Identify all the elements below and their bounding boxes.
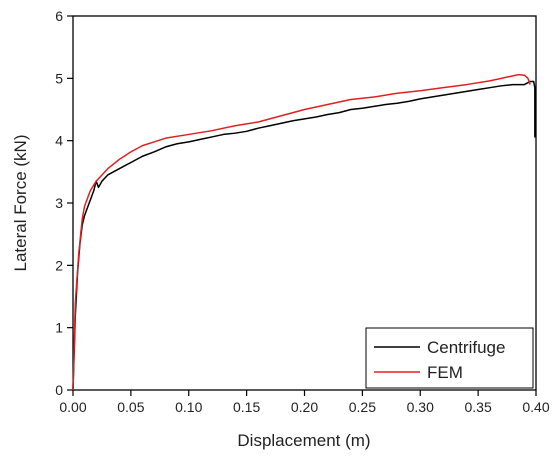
y-tick-label: 0	[55, 382, 63, 398]
x-tick-label: 0.20	[291, 399, 318, 415]
series-line-centrifuge	[72, 80, 536, 391]
y-tick-label: 1	[55, 320, 63, 336]
x-tick-label: 0.25	[349, 399, 376, 415]
series-line-fem	[72, 73, 531, 391]
x-axis: 0.00 0.05 0.10 0.15 0.20 0.25 0.30 0.35 0.40	[59, 390, 550, 415]
y-tick-label: 2	[55, 257, 63, 273]
x-axis-title: Displacement (m)	[237, 431, 370, 450]
legend-label-centrifuge: Centrifuge	[427, 338, 505, 357]
y-tick-label: 4	[55, 133, 63, 149]
x-tick-label: 0.30	[407, 399, 434, 415]
legend: Centrifuge FEM	[365, 327, 534, 389]
x-tick-label: 0.35	[465, 399, 492, 415]
y-axis-title: Lateral Force (kN)	[11, 135, 30, 272]
x-tick-label: 0.40	[522, 399, 549, 415]
series-layer	[72, 73, 536, 391]
y-tick-label: 3	[55, 195, 63, 211]
y-tick-label: 6	[55, 8, 63, 24]
x-tick-label: 0.15	[233, 399, 260, 415]
y-tick-label: 5	[55, 70, 63, 86]
x-tick-label: 0.00	[59, 399, 86, 415]
x-tick-label: 0.10	[175, 399, 202, 415]
legend-label-fem: FEM	[427, 363, 463, 382]
x-tick-label: 0.05	[117, 399, 144, 415]
y-axis: 0 1 2 3 4 5 6	[55, 8, 73, 398]
